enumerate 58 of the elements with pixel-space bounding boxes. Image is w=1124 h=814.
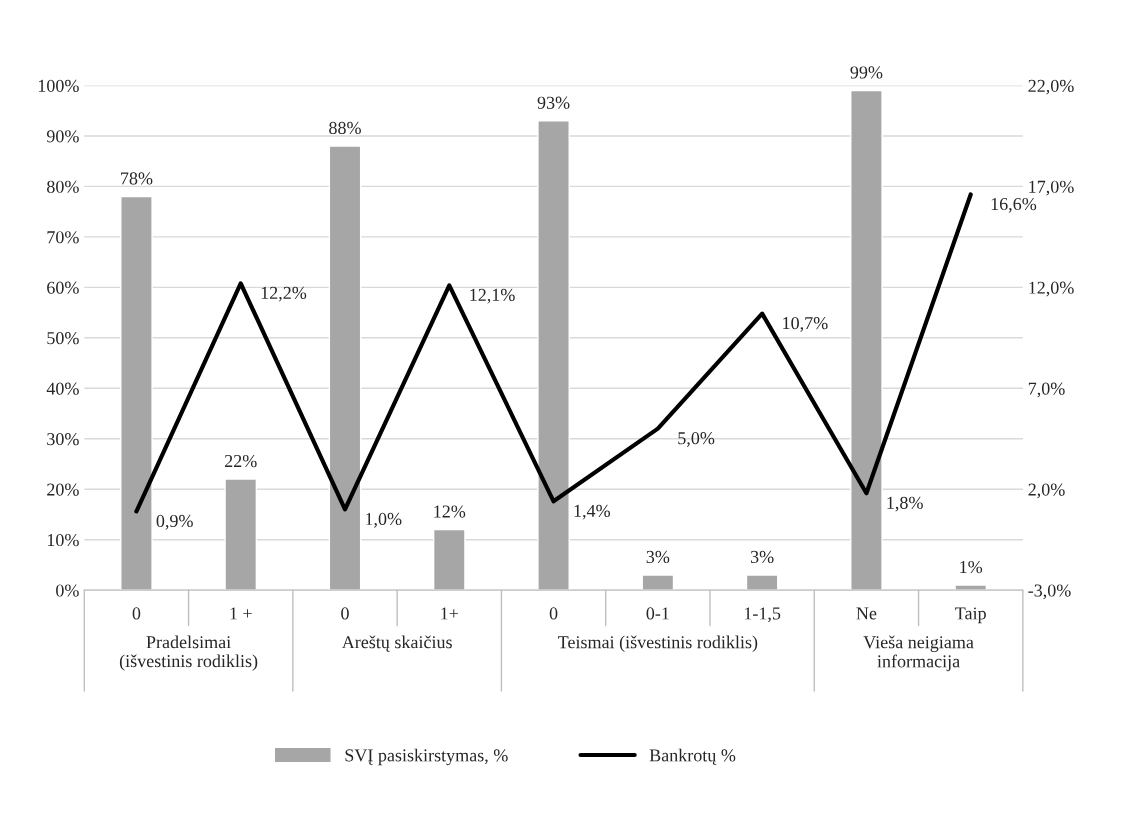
text: Teismai (išvestinis rodiklis) xyxy=(558,635,758,652)
x-tick-label: Taip xyxy=(955,607,986,624)
y-tick-label: 70% xyxy=(47,231,79,244)
data-label: 1,0% xyxy=(366,512,402,528)
bar xyxy=(537,120,570,591)
x-tick-label: 1-1,5 xyxy=(744,607,781,623)
data-label: 3% xyxy=(750,550,774,564)
bar xyxy=(328,145,362,591)
x-tick-label: 1+ xyxy=(441,607,459,620)
bar xyxy=(224,478,258,591)
y2-tick-label: 17,0% xyxy=(1029,180,1074,196)
y2-tick-label: 22,0% xyxy=(1028,79,1074,95)
data-label: 3% xyxy=(646,550,670,564)
bar xyxy=(641,574,675,591)
bar xyxy=(120,195,153,591)
y2-tick-label: 2,0% xyxy=(1028,483,1065,499)
x-tick-label: Ne xyxy=(856,607,877,620)
y2-tick-label: 7,0% xyxy=(1028,382,1065,398)
x-tick-label: 0-1 xyxy=(646,607,669,620)
y-tick-label: 30% xyxy=(47,433,79,446)
legend-label: Bankrotų % xyxy=(649,748,736,765)
bar xyxy=(850,89,883,591)
y-tick-label: 10% xyxy=(47,533,79,547)
text: Areštų skaičius xyxy=(341,635,452,652)
y-tick-label: 90% xyxy=(46,130,79,143)
data-label: 99% xyxy=(850,66,883,79)
data-label: 16,6% xyxy=(991,197,1037,213)
x-tick-label: 0 xyxy=(132,607,141,620)
data-label: 22% xyxy=(224,454,257,468)
y-tick-label: 80% xyxy=(47,180,79,193)
x-tick-label: 1 + xyxy=(230,607,252,620)
data-label: 1,8% xyxy=(887,496,923,512)
data-label: 88% xyxy=(329,121,361,135)
bar xyxy=(745,574,779,591)
bar xyxy=(432,528,466,591)
text: Vieša neigiama informacija xyxy=(863,635,974,672)
legend-label: SVĮ pasiskirstymas, % xyxy=(345,748,508,766)
data-label: 10,7% xyxy=(783,317,828,332)
y-tick-label: 60% xyxy=(47,281,79,294)
x-tick-label: 0 xyxy=(341,607,349,620)
y2-tick-label: 12,0% xyxy=(1029,281,1074,297)
data-label: 78% xyxy=(121,172,153,185)
y-tick-label: 0% xyxy=(56,584,79,597)
y2-tick-label: -3,0% xyxy=(1028,584,1071,600)
data-label: 1% xyxy=(960,560,983,574)
data-label: 1,4% xyxy=(574,504,611,520)
data-label: 12% xyxy=(434,505,466,518)
x-tick-label: 0 xyxy=(549,607,558,620)
y-tick-label: 100% xyxy=(38,79,79,92)
y-tick-label: 20% xyxy=(47,483,79,496)
data-label: 0,9% xyxy=(156,514,193,530)
text: Pradelsimai (išvestinis rodiklis) xyxy=(119,635,258,671)
data-label: 93% xyxy=(537,96,570,109)
y-tick-label: 40% xyxy=(46,382,79,395)
data-label: 5,0% xyxy=(678,432,715,447)
data-label: 12,1% xyxy=(470,288,515,304)
data-label: 12,2% xyxy=(261,286,307,302)
y-tick-label: 50% xyxy=(47,332,79,345)
